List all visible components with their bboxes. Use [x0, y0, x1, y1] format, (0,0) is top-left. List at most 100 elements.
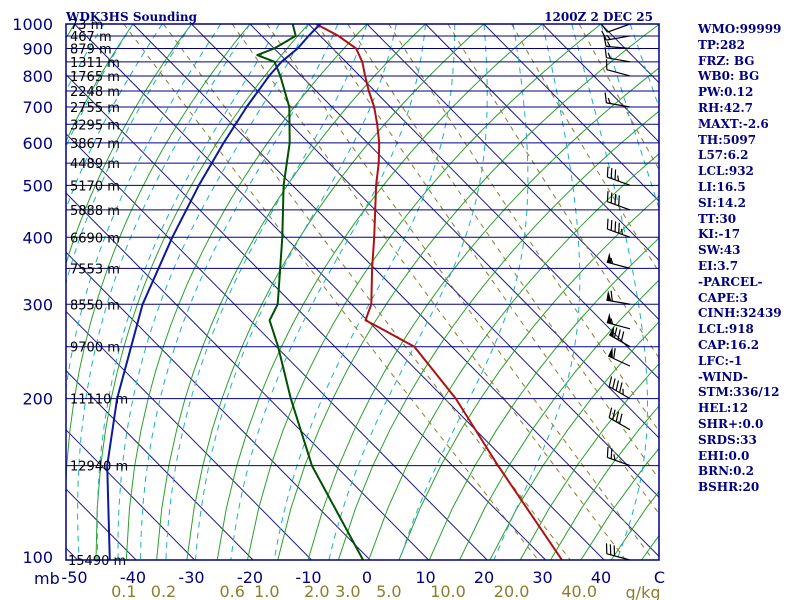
height-label: 5170 m [70, 179, 120, 194]
index-item: CAPE:3 [698, 290, 748, 305]
wind-barb [604, 47, 631, 63]
height-label: 11110 m [70, 393, 128, 408]
wind-barb [601, 30, 631, 41]
pressure-tick-label: 200 [22, 390, 53, 409]
index-item: SW:43 [698, 243, 741, 258]
index-item: SI:14.2 [698, 195, 746, 210]
dry-adiabat-line [277, 24, 659, 560]
index-item: TT:30 [698, 211, 737, 226]
height-label: 2755 m [70, 101, 120, 116]
isotherm-line [542, 24, 659, 143]
index-item: BRN:0.2 [698, 464, 754, 479]
isotherm-line [425, 24, 659, 262]
index-item: TP:282 [698, 37, 746, 52]
moist-adiabat-line [140, 24, 339, 560]
isobar-lines [66, 23, 659, 561]
height-label: 73 m [70, 18, 103, 33]
wind-barb [606, 166, 631, 186]
index-item: HEL:12 [698, 401, 749, 416]
wind-barb [605, 543, 631, 561]
dry-adiabat-line [793, 24, 800, 560]
wind-barb [606, 191, 631, 211]
index-item: SRDS:33 [698, 432, 757, 447]
wind-barb [606, 312, 631, 330]
isotherm-line [66, 369, 254, 560]
pressure-axis-labels: 1000 900 800 700 600 500 400 300 200 100 [12, 15, 53, 567]
isotherm-line [66, 192, 429, 560]
mixing-ratio-tick-label: 10.0 [430, 582, 466, 600]
index-item: CAP:16.2 [698, 337, 760, 352]
index-item: MAXT:-2.6 [698, 116, 769, 131]
wind-barb [606, 252, 631, 269]
dewpoint-trace [256, 24, 364, 560]
index-item: EHI:0.0 [698, 448, 750, 463]
mixing-ratio-tick-label: 2.0 [304, 582, 329, 600]
mixing-ratio-unit-label: g/kg [626, 583, 661, 600]
index-item: WB0: BG [698, 69, 760, 84]
mixing-ratio-tick-label: 0.1 [111, 582, 136, 600]
mixing-ratio-tick-label: 0.2 [151, 582, 176, 600]
pressure-tick-label: 700 [22, 98, 53, 117]
height-label: 12940 m [70, 460, 128, 475]
wind-barb [605, 59, 631, 77]
index-item: LFC:-1 [698, 353, 743, 368]
parcel-trace [106, 24, 321, 560]
wind-barb [607, 346, 631, 367]
pressure-tick-label: 1000 [12, 15, 53, 34]
index-item: TH:5097 [698, 132, 757, 147]
index-item: LCL:932 [698, 164, 754, 179]
index-item: BSHR:20 [698, 480, 760, 495]
dry-adiabat-line [307, 67, 659, 560]
height-label: 8550 m [70, 298, 120, 313]
wind-barb [603, 36, 631, 50]
temperature-tick-label: -50 [61, 568, 87, 587]
isotherm-line [66, 133, 488, 560]
temperature-tick-label: -40 [120, 568, 146, 587]
station-title: WDK3HS Sounding [65, 10, 198, 24]
pressure-tick-label: 900 [22, 40, 53, 59]
wind-barb [600, 23, 631, 33]
wind-barb [608, 376, 631, 400]
pressure-tick-label: 800 [22, 67, 53, 86]
temperature-tick-label: -20 [237, 568, 263, 587]
temperature-trace [315, 24, 563, 560]
isotherm-line [191, 24, 659, 498]
temperature-tick-label: C [654, 568, 665, 587]
height-label: 1765 m [70, 70, 120, 85]
stability-indices-panel: WMO:99999 TP:282 FRZ: BG WB0: BG PW:0.12 RH:4… [698, 22, 782, 496]
height-label: 467 m [70, 30, 112, 45]
isotherm-line [366, 24, 659, 321]
isotherm-line [66, 73, 546, 560]
pressure-tick-label: 100 [22, 548, 53, 567]
pressure-unit-label: mb [34, 569, 60, 588]
pressure-tick-label: 300 [22, 295, 53, 314]
mixing-ratio-tick-label: 1.0 [254, 582, 279, 600]
index-item: LCL:918 [698, 322, 754, 337]
mixing-ratio-line [123, 24, 539, 560]
temperature-tick-label: 0 [362, 568, 372, 587]
pressure-tick-label: 600 [22, 134, 53, 153]
wind-barb [606, 218, 631, 238]
height-label: 6690 m [70, 231, 120, 246]
index-item: KI:-17 [698, 227, 741, 242]
temperature-axis-labels: -50 -40 -30 -20 -10 0 10 20 30 40 C [61, 568, 665, 587]
moist-adiabat-line [96, 24, 280, 560]
mixing-ratio-tick-label: 3.0 [335, 582, 360, 600]
wind-barbs [600, 23, 631, 561]
moist-adiabat-line [117, 24, 309, 560]
isotherm-line [132, 24, 659, 558]
index-item: PW:0.12 [698, 85, 754, 100]
index-item: -PARCEL- [698, 274, 763, 289]
dry-adiabat-line [125, 24, 368, 560]
height-label: 15490 m [68, 554, 126, 569]
index-item: WMO:99999 [698, 22, 782, 36]
plot-frame [65, 23, 660, 561]
wind-barb [608, 326, 631, 348]
height-label: 3295 m [70, 118, 120, 133]
moist-adiabat-lines [66, 24, 659, 560]
index-item: EI:3.7 [698, 258, 739, 273]
wind-barb [604, 92, 631, 108]
temperature-tick-label: -30 [178, 568, 204, 587]
height-label: 9700 m [70, 341, 120, 356]
mixing-ratio-line [266, 24, 654, 560]
